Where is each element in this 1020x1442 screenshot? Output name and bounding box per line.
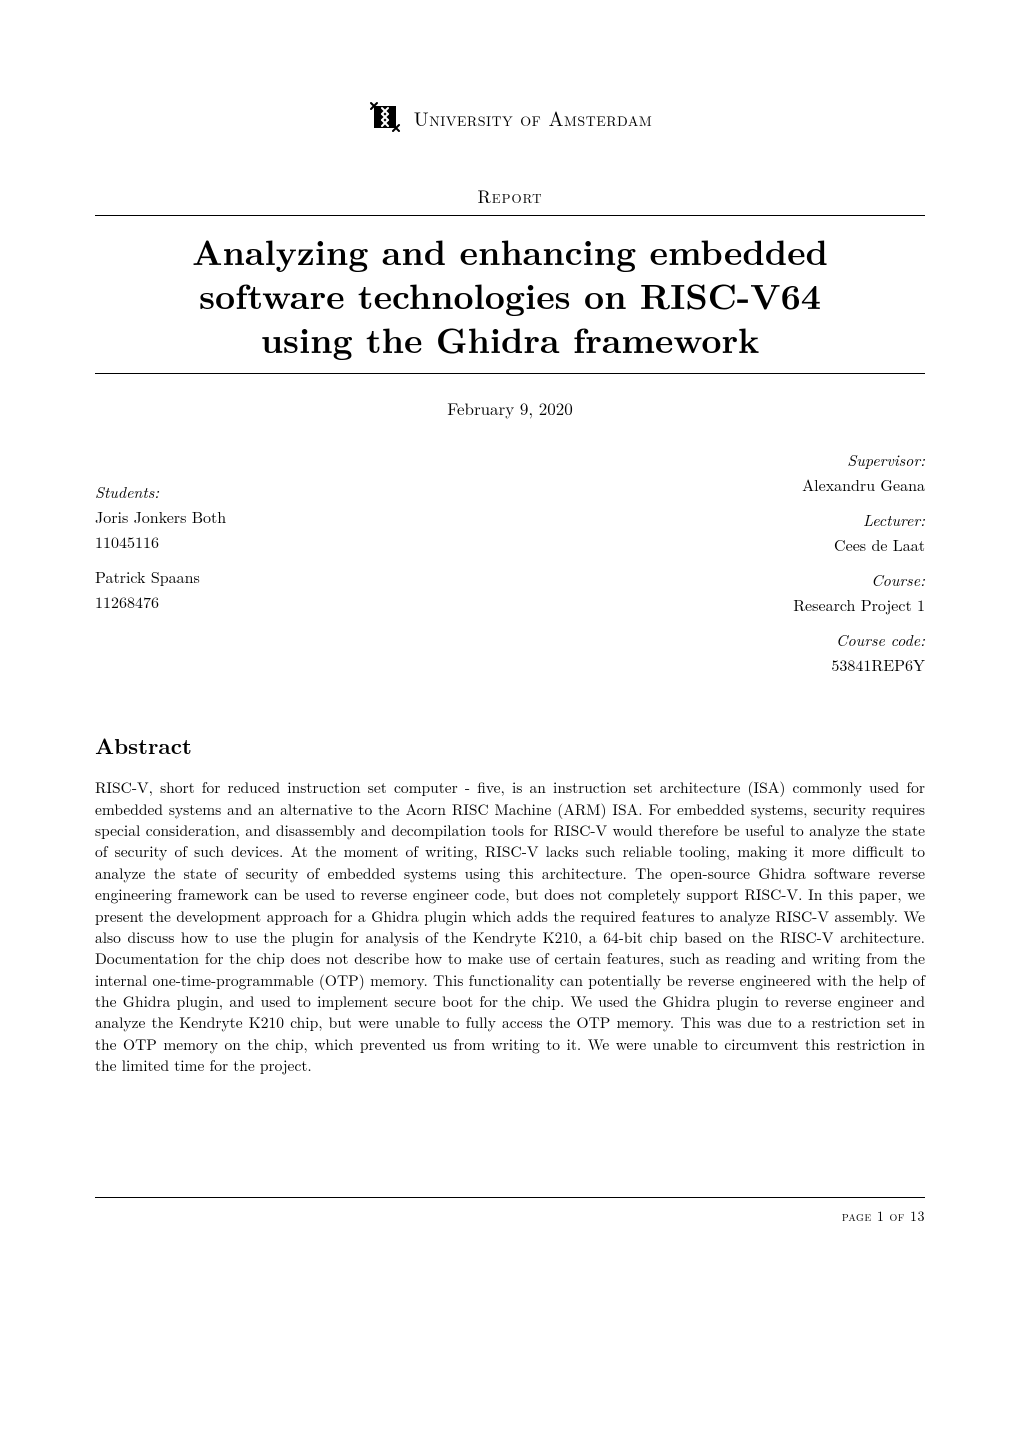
lecturer-block: Lecturer: Cees de Laat: [510, 508, 925, 556]
university-name: University of Amsterdam: [414, 103, 652, 132]
course-code-block: Course code: 53841REP6Y: [510, 628, 925, 676]
page-number: page 1 of 13: [95, 1206, 925, 1226]
page-footer: page 1 of 13: [95, 1197, 925, 1226]
footer-rule: [95, 1197, 925, 1198]
abstract-heading: Abstract: [95, 730, 925, 761]
meta-section: Students: Joris Jonkers Both 11045116 Pa…: [95, 448, 925, 688]
supervisor-block: Supervisor: Alexandru Geana: [510, 448, 925, 496]
course-block: Course: Research Project 1: [510, 568, 925, 616]
supervisor-label: Supervisor:: [510, 448, 925, 471]
student-2-block: Patrick Spaans 11268476: [95, 565, 510, 613]
title-line-1: Analyzing and enhancing embedded: [105, 230, 915, 274]
publication-date: February 9, 2020: [95, 396, 925, 420]
title-rule-bottom: [95, 373, 925, 374]
student-1-id: 11045116: [95, 530, 510, 553]
paper-title: Analyzing and enhancing embedded softwar…: [95, 216, 925, 373]
course-code: 53841REP6Y: [510, 653, 925, 676]
university-logo-icon: [368, 100, 402, 134]
title-line-2: software technologies on RISC-V64: [105, 274, 915, 318]
students-label: Students:: [95, 480, 510, 503]
course-name: Research Project 1: [510, 593, 925, 616]
title-line-3: using the Ghidra framework: [105, 318, 915, 362]
university-header: University of Amsterdam: [95, 100, 925, 134]
course-label: Course:: [510, 568, 925, 591]
student-1-name: Joris Jonkers Both: [95, 505, 510, 528]
student-2-id: 11268476: [95, 590, 510, 613]
meta-right-column: Supervisor: Alexandru Geana Lecturer: Ce…: [510, 448, 925, 688]
meta-left-column: Students: Joris Jonkers Both 11045116 Pa…: [95, 448, 510, 688]
report-label: Report: [95, 184, 925, 209]
course-code-label: Course code:: [510, 628, 925, 651]
students-block: Students: Joris Jonkers Both 11045116: [95, 480, 510, 553]
student-2-name: Patrick Spaans: [95, 565, 510, 588]
abstract-body: RISC-V, short for reduced instruction se…: [95, 777, 925, 1076]
lecturer-label: Lecturer:: [510, 508, 925, 531]
supervisor-name: Alexandru Geana: [510, 473, 925, 496]
lecturer-name: Cees de Laat: [510, 533, 925, 556]
